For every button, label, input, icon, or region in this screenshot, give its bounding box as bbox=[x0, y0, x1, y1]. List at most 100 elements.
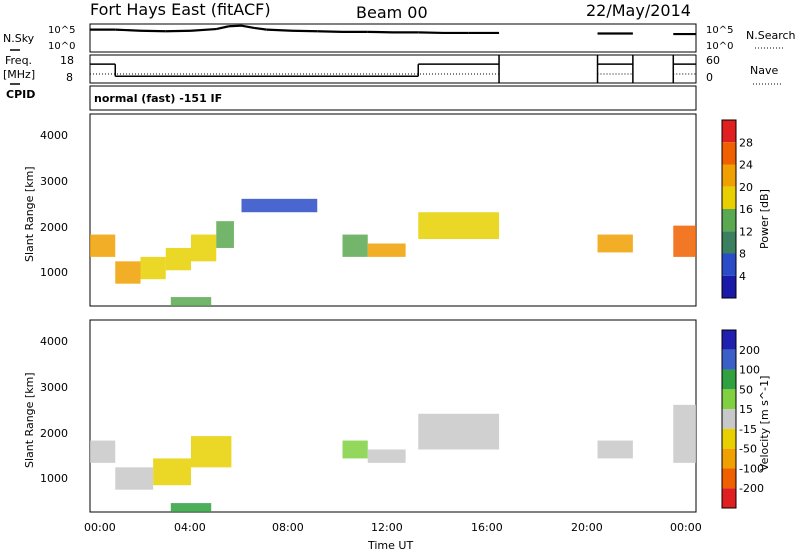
velocity-colorbar: 200 100 50 15 -15 -50 -100 -200 bbox=[721, 329, 764, 509]
freq-tick-right-bottom: 0 bbox=[706, 71, 713, 84]
scatter-band bbox=[418, 212, 500, 240]
colorbar-tick: -50 bbox=[739, 443, 757, 456]
colorbar-cell bbox=[722, 164, 736, 187]
colorbar-cell bbox=[722, 468, 736, 489]
noise-tick-left-bottom: 10^0 bbox=[48, 41, 75, 52]
colorbar-frame bbox=[721, 329, 737, 509]
scatter-band bbox=[216, 221, 234, 248]
power-colorbar-label: Power [dB] bbox=[758, 189, 771, 249]
noise-series-segment bbox=[266, 28, 293, 32]
colorbar-tick: -200 bbox=[739, 482, 764, 495]
noise-series-segment bbox=[140, 29, 166, 33]
noise-series-segment bbox=[115, 28, 141, 32]
colorbar-tick: 28 bbox=[739, 136, 753, 149]
nsearch-label: N.Search bbox=[746, 29, 796, 42]
xtick-0800: 08:00 bbox=[272, 521, 304, 534]
xtick-2400: 00:00 bbox=[670, 521, 702, 534]
scatter-band bbox=[673, 404, 696, 463]
freq-unit-label: [MHz] bbox=[3, 68, 35, 81]
date-title: 22/May/2014 bbox=[586, 1, 691, 20]
freq-panel-frame bbox=[89, 54, 697, 84]
scatter-band bbox=[342, 234, 368, 257]
xaxis-label: Time UT bbox=[367, 539, 413, 552]
colorbar-cell bbox=[722, 330, 736, 350]
colorbar-tick: 15 bbox=[739, 403, 753, 416]
noise-series-segment bbox=[165, 29, 192, 33]
vel-ytick-1000: 1000 bbox=[40, 472, 68, 485]
noise-series-segment bbox=[241, 24, 255, 30]
scatter-band bbox=[418, 413, 500, 450]
colorbar-tick: 20 bbox=[739, 181, 753, 194]
vel-ytick-4000: 4000 bbox=[40, 335, 68, 348]
noise-series-segment bbox=[418, 31, 444, 35]
colorbar-cell bbox=[722, 186, 736, 209]
xtick-0400: 04:00 bbox=[174, 521, 206, 534]
nsky-label: N.Sky bbox=[3, 32, 35, 45]
scatter-band bbox=[367, 449, 406, 463]
colorbar-cell bbox=[722, 369, 736, 390]
colorbar-tick: 16 bbox=[739, 203, 753, 216]
xtick-2000: 20:00 bbox=[571, 521, 603, 534]
xtick-1200: 12:00 bbox=[371, 521, 403, 534]
colorbar-cell bbox=[722, 448, 736, 469]
power-panel-frame bbox=[89, 113, 697, 307]
noise-series-segment bbox=[367, 30, 394, 34]
freq-tick-right-top: 60 bbox=[706, 54, 720, 67]
noise-series-segment bbox=[291, 29, 318, 33]
noise-panel: 10^5 10^0 10^5 10^0 bbox=[48, 23, 733, 53]
cpid-text: normal (fast) -151 IF bbox=[94, 92, 222, 105]
vel-ytick-2000: 2000 bbox=[40, 427, 68, 440]
cpid-panel-frame bbox=[89, 85, 697, 111]
colorbar-tick: 24 bbox=[739, 159, 753, 172]
scatter-band bbox=[115, 467, 154, 490]
velocity-colorbar-label: Velocity [m s^-1] bbox=[758, 376, 771, 471]
power-ylabel: Slant Range [km] bbox=[23, 166, 36, 262]
noise-series-segment bbox=[253, 26, 267, 31]
colorbar-tick: 12 bbox=[739, 225, 753, 238]
scatter-band bbox=[170, 503, 212, 512]
colorbar-tick: 100 bbox=[739, 364, 760, 377]
colorbar-tick: 50 bbox=[739, 383, 753, 396]
colorbar-cell bbox=[722, 209, 736, 232]
power-panel: 4000 3000 2000 1000 Slant Range [km] bbox=[23, 113, 697, 307]
scatter-band bbox=[90, 234, 116, 257]
cpid-label: CPID bbox=[6, 88, 35, 101]
noise-series-segment bbox=[317, 30, 343, 33]
colorbar-tick: -15 bbox=[739, 423, 757, 436]
power-ytick-3000: 3000 bbox=[40, 175, 68, 188]
noise-series-segment bbox=[228, 24, 242, 28]
noise-tick-right-bottom: 10^0 bbox=[706, 41, 733, 52]
noise-tick-left-top: 10^5 bbox=[48, 25, 75, 36]
colorbar-cell bbox=[722, 409, 736, 429]
freq-label: Freq. bbox=[5, 54, 32, 67]
scatter-band bbox=[367, 243, 406, 257]
power-ytick-2000: 2000 bbox=[40, 221, 68, 234]
scatter-band bbox=[115, 261, 141, 284]
colorbar-frame bbox=[721, 119, 737, 299]
frequency-panel: 18 8 60 0 bbox=[60, 54, 720, 84]
colorbar-tick: 8 bbox=[739, 248, 746, 261]
scatter-band bbox=[165, 247, 191, 271]
colorbar-cell bbox=[722, 275, 736, 298]
nave-label: Nave bbox=[750, 64, 778, 77]
freq-tick-left-top: 18 bbox=[60, 54, 74, 67]
scatter-band bbox=[342, 440, 368, 459]
scatter-band bbox=[191, 436, 232, 468]
power-ytick-1000: 1000 bbox=[40, 266, 68, 279]
velocity-ylabel: Slant Range [km] bbox=[23, 372, 36, 468]
colorbar-cell bbox=[722, 253, 736, 276]
colorbar-cell bbox=[722, 120, 736, 143]
freq-tick-left-bottom: 8 bbox=[66, 71, 73, 84]
scatter-band bbox=[597, 440, 633, 459]
noise-tick-right-top: 10^5 bbox=[706, 25, 733, 36]
noise-series-segment bbox=[216, 25, 230, 31]
colorbar-tick: 4 bbox=[739, 270, 746, 283]
colorbar-cell bbox=[722, 349, 736, 370]
noise-series-segment bbox=[190, 27, 217, 32]
colorbar-cell bbox=[722, 231, 736, 254]
beam-title: Beam 00 bbox=[356, 3, 428, 22]
scatter-band bbox=[241, 198, 318, 213]
velocity-panel: 4000 3000 2000 1000 Slant Range [km] 00:… bbox=[23, 319, 702, 552]
power-ytick-4000: 4000 bbox=[40, 129, 68, 142]
